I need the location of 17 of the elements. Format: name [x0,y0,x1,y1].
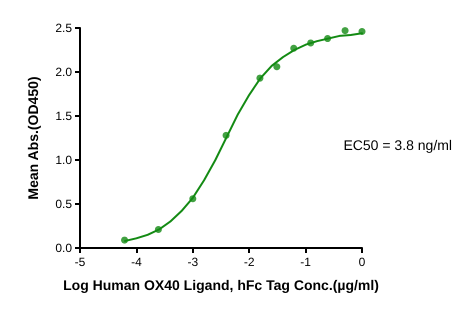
y-tick-label: 2.5 [55,21,72,35]
x-tick-label: -4 [131,255,142,269]
x-axis-title: Log Human OX40 Ligand, hFc Tag Conc.(µg/ml) [63,277,379,293]
y-axis-title: Mean Abs.(OD450) [25,76,41,200]
point [342,27,349,34]
y-tick-label: 0.0 [55,241,72,255]
annotation: EC50 = 3.8 ng/ml [343,137,452,153]
x-tick-label: -2 [244,255,255,269]
x-tick-label: -1 [300,255,312,269]
y-tick-label: 1.0 [55,153,72,167]
x-tick-label: -5 [74,255,86,269]
x-tick-label: -3 [187,255,198,269]
y-tick-label: 0.5 [55,197,72,211]
y-tick-label: 1.5 [55,109,72,123]
y-tick-label: 2.0 [55,65,72,79]
point [273,63,280,70]
x-tick-label: 0 [358,255,366,269]
